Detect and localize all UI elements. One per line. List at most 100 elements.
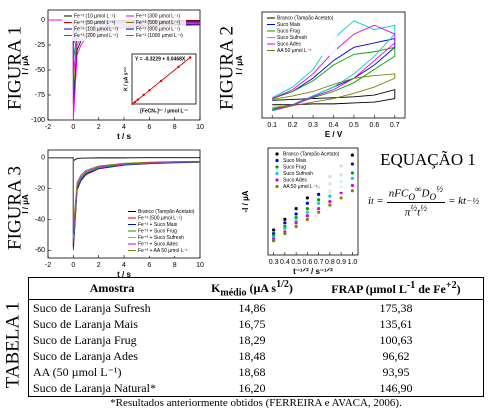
x-tick-label: 0.7 xyxy=(390,122,400,129)
header-cell: Amostra xyxy=(28,277,196,301)
x-tick-label: 10 xyxy=(196,262,204,269)
header-cell: FRAP (µmol L-1 de Fe+2) xyxy=(308,277,484,301)
legend-swatch xyxy=(275,171,279,176)
legend-label: Branco (Tampão Acetato) xyxy=(138,209,195,215)
legend-label: AA 50 µmol L⁻¹ xyxy=(283,184,317,190)
legend-label: Fe⁺³ (800 µmol L⁻¹) xyxy=(136,26,180,32)
table-row: Suco de Laranja Natural* 16,20 146,90 xyxy=(29,380,484,397)
legend-label: Fe⁺³ (300 µmol L⁻¹) xyxy=(136,13,180,19)
legend-label: Suco Mais xyxy=(277,22,301,28)
eq-sup: −½ xyxy=(466,196,480,207)
table-cell: AA (50 µmol L⁻¹) xyxy=(33,364,122,379)
legend-label: Fe⁺³ + AA 50 µmol L⁻¹ xyxy=(138,248,188,254)
data-point xyxy=(328,194,332,198)
data-point xyxy=(272,239,276,243)
header-sup: +2 xyxy=(445,280,457,292)
data-point xyxy=(317,207,321,211)
eq-term: D xyxy=(421,187,430,200)
legend-label: Suco Sufresh xyxy=(277,35,307,41)
data-point xyxy=(350,162,354,166)
x-axis-label: [FeCN₆]³⁻ / µmol L⁻¹ xyxy=(140,108,188,114)
footnote: *Resultados anteriormente obtidos (FERRE… xyxy=(110,397,402,409)
data-point xyxy=(294,224,298,229)
legend-label: Fe⁺³ (200 µmol L⁻¹) xyxy=(74,33,118,39)
legend-label: Fe⁺³ (10 µmol L⁻¹) xyxy=(74,13,116,19)
data-point xyxy=(305,210,309,214)
table-row: Suco de Laranja Frug 18,29 100,63 xyxy=(29,332,484,348)
legend-swatch xyxy=(275,158,279,163)
x-tick-label: 0.8 xyxy=(325,259,335,266)
legend-label: Suco Ades xyxy=(277,41,301,47)
x-tick-label: 8 xyxy=(173,262,177,269)
eq-term: nFC xyxy=(388,187,409,200)
legend-box xyxy=(271,150,343,192)
table-row: Suco de Laranja Ades 18,48 96,62 xyxy=(29,348,484,364)
y-tick-label: -25 xyxy=(35,42,45,49)
data-point xyxy=(350,153,354,157)
series-line xyxy=(272,24,396,111)
x-tick-label: 0 xyxy=(71,124,75,131)
legend-label: AA 50 µmol L⁻¹ xyxy=(277,48,311,54)
data-point xyxy=(317,210,321,214)
legend-box xyxy=(126,207,198,256)
data-point xyxy=(350,183,354,188)
series-line xyxy=(272,20,396,112)
chart: 0.3 0.4 0.5 0.6 0.7 0.8 0.9 1.0 t⁻¹ᐟ² / s⁻¹ᐟ² -I … xyxy=(241,147,359,276)
legend-label: Fe⁺³ + Suco Mais xyxy=(138,222,178,228)
x-tick-label: 0.1 xyxy=(267,122,277,129)
table-cell: 96,62 xyxy=(382,348,410,363)
table-cell: Suco de Laranja Ades xyxy=(33,348,138,363)
y-axis-label: I / µA xyxy=(235,55,244,75)
legend-swatch xyxy=(275,152,279,156)
x-tick-label: 4 xyxy=(122,262,126,269)
y-tick-label: -100 xyxy=(31,117,45,124)
table-cell: 100,63 xyxy=(379,332,413,347)
chart: -2 0 2 4 6 8 100-20-40-60t / sI / µA Branco (Ta… xyxy=(21,149,204,279)
x-axis-label: t / s xyxy=(117,132,131,141)
table-cell: 16,75 xyxy=(238,316,266,331)
header-text: ) xyxy=(288,281,293,295)
legend-label: Branco (Tampão Acetato) xyxy=(283,151,340,157)
legend-swatch xyxy=(275,184,279,189)
x-tick-label: 10 xyxy=(196,124,204,131)
annotation: Y = -0.3229 + 0.0468X xyxy=(135,56,186,62)
denominator: π½t½ xyxy=(405,203,427,219)
y-tick-label: -75 xyxy=(35,92,45,99)
table-cell: Suco de Laranja Natural* xyxy=(33,380,156,395)
x-tick-label: -2 xyxy=(45,124,51,131)
y-tick-label: -60 xyxy=(35,247,45,254)
header-text: K xyxy=(211,281,221,295)
legend-label: Branco (Tampão Acetato) xyxy=(277,15,334,21)
legend-box xyxy=(62,12,186,41)
legend-label: Fe⁺³ (500 µmol L⁻¹) xyxy=(136,20,180,26)
data-point xyxy=(305,196,309,200)
x-axis-label: t / s xyxy=(117,270,131,279)
x-tick-label: 0 xyxy=(71,262,75,269)
legend-label: Fe⁺³ + Suco Sufresh xyxy=(138,235,184,241)
x-tick-label: 2 xyxy=(97,124,101,131)
table-cell: 135,61 xyxy=(379,316,413,331)
table-cell: Suco de Laranja Frug xyxy=(33,332,137,347)
table-cell: 18,29 xyxy=(238,332,266,347)
data-point xyxy=(317,201,321,205)
x-tick-label: -2 xyxy=(45,262,51,269)
chart: [FeCN₆]³⁻ / µmol L⁻¹ K / µA s¹ᐟ² Y = -0.32… xyxy=(123,53,197,114)
legend-label: Fe⁺³ (500 µmol L⁻¹) xyxy=(138,215,182,221)
eq-term: i xyxy=(368,195,372,208)
x-tick-label: 0.6 xyxy=(303,259,313,266)
data-point xyxy=(294,207,298,211)
figure-label: FIGURA 1 xyxy=(4,26,25,110)
data-point xyxy=(305,201,309,205)
data-point xyxy=(131,102,134,106)
legend-label: Suco Mais xyxy=(283,158,307,164)
equation-title: EQUAÇÃO 1 xyxy=(380,150,476,169)
x-axis-label: t⁻¹ᐟ² / s⁻¹ᐟ² xyxy=(293,267,333,276)
data-point xyxy=(350,176,354,180)
data-point xyxy=(317,192,321,196)
data-point xyxy=(159,79,163,83)
table-cell: 93,95 xyxy=(382,364,410,379)
data-point xyxy=(305,214,309,218)
series-line xyxy=(272,89,396,106)
